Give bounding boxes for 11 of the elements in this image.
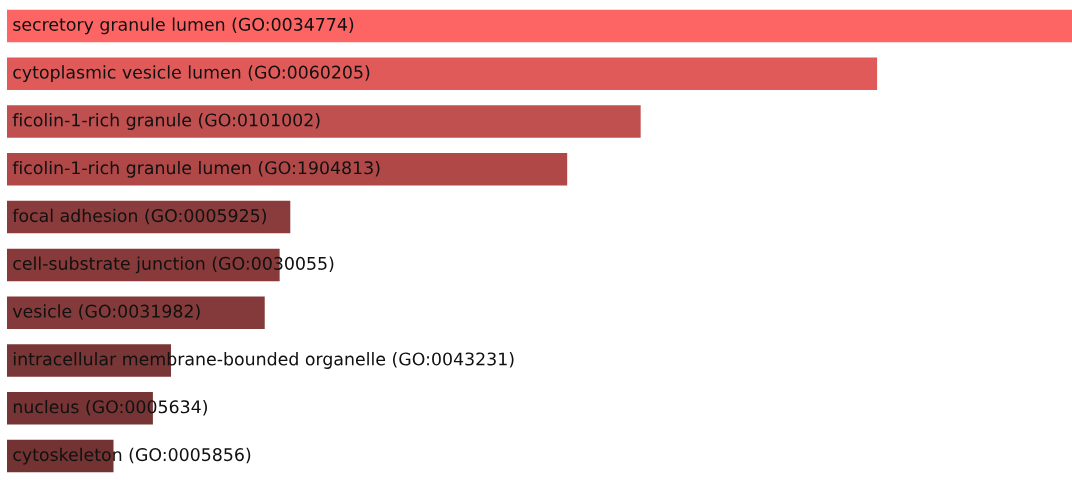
y-tick-label: secretory granule lumen (GO:0034774) [13, 17, 354, 35]
bar [7, 105, 641, 138]
y-tick-label: focal adhesion (GO:0005925) [12, 208, 266, 225]
bar [7, 9, 1072, 43]
bar [7, 296, 265, 329]
y-tick-label: ficolin-1-rich granule (GO:0101002) [12, 113, 320, 130]
bar [7, 57, 878, 90]
bar [7, 153, 568, 186]
y-tick-label: cytoplasmic vesicle lumen (GO:0060205) [13, 65, 370, 83]
y-tick-label: vesicle (GO:0031982) [12, 304, 200, 320]
y-tick-label: ficolin-1-rich granule lumen (GO:1904813) [12, 160, 380, 178]
